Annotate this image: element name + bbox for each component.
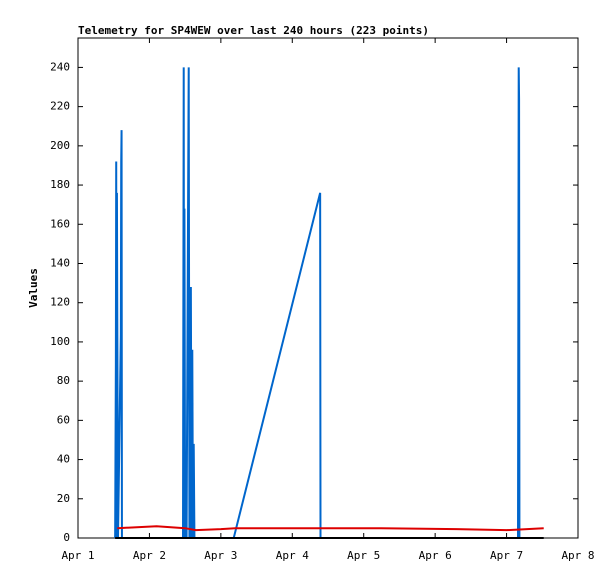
y-tick-label: 160	[50, 217, 70, 230]
x-tick-label: Apr 2	[133, 549, 166, 562]
x-tick-label: Apr 4	[276, 549, 309, 562]
y-tick-label: 40	[57, 453, 70, 466]
y-tick-label: 60	[57, 413, 70, 426]
y-tick-label: 20	[57, 492, 70, 505]
y-tick-label: 0	[63, 531, 70, 544]
y-tick-label: 240	[50, 60, 70, 73]
x-tick-label: Apr 8	[561, 549, 594, 562]
y-tick-label: 100	[50, 335, 70, 348]
x-tick-label: Apr 7	[490, 549, 523, 562]
chart-title: Telemetry for SP4WEW over last 240 hours…	[78, 24, 429, 37]
series-line	[117, 525, 544, 532]
x-tick-label: Apr 6	[419, 549, 452, 562]
x-tick-label: Apr 3	[204, 549, 237, 562]
y-tick-label: 180	[50, 178, 70, 191]
x-tick-label: Apr 5	[347, 549, 380, 562]
y-tick-label: 80	[57, 374, 70, 387]
y-axis-label: Values	[27, 268, 40, 308]
y-tick-label: 220	[50, 100, 70, 113]
y-tick-label: 120	[50, 296, 70, 309]
y-tick-label: 140	[50, 256, 70, 269]
x-tick-label: Apr 1	[61, 549, 94, 562]
y-tick-label: 200	[50, 139, 70, 152]
